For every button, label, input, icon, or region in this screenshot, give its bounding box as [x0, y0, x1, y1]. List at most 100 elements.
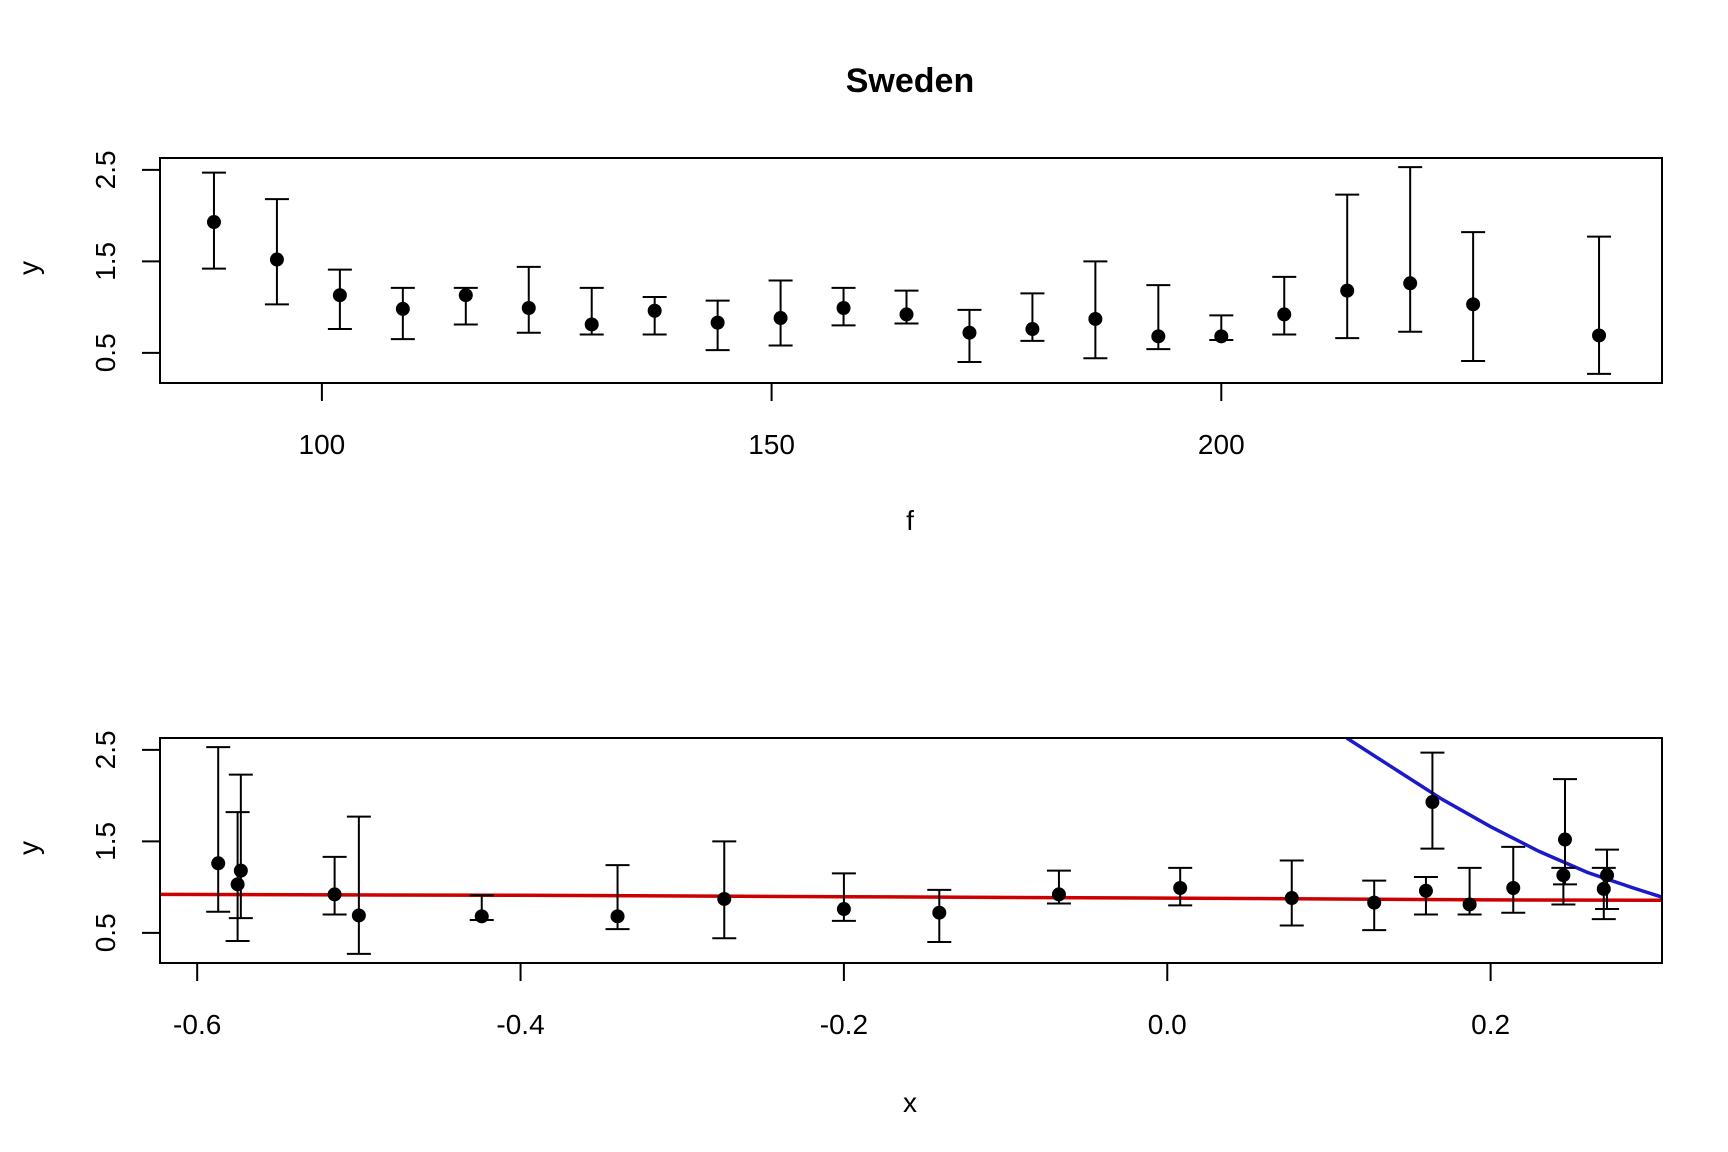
data-point: [1020, 292, 1045, 342]
y-axis-ticks: 0.5 1.5 2.5: [90, 150, 161, 372]
y-tick-label: 2.5: [90, 150, 121, 189]
data-point: [1501, 845, 1526, 914]
data-point: [516, 265, 541, 334]
data-point: [206, 746, 231, 913]
data-point: [642, 296, 667, 336]
data-point: [705, 299, 730, 352]
data-point: [831, 286, 856, 327]
data-point: [264, 198, 289, 306]
point-marker: [1596, 881, 1611, 896]
data-point: [1413, 876, 1438, 916]
point-marker: [1592, 328, 1607, 343]
data-point: [927, 888, 952, 943]
y-tick-label: 1.5: [90, 242, 121, 281]
point-marker: [521, 301, 536, 315]
point-marker: [1425, 795, 1440, 810]
data-point: [768, 279, 793, 347]
bottom-panel: x y -0.6 -0.4 -0.2 0.0 0.2 0.5 1.5 2.5: [13, 730, 1663, 1118]
point-marker: [836, 902, 851, 917]
point-marker: [458, 288, 473, 303]
point-marker: [1462, 897, 1477, 912]
y-axis-label: y: [13, 841, 44, 855]
point-marker: [233, 863, 248, 878]
plot-frame: [159, 157, 1663, 384]
data-point: [957, 308, 982, 363]
point-marker: [395, 301, 410, 316]
y-tick-label: 1.5: [90, 822, 121, 861]
data-point: [228, 773, 253, 920]
point-marker: [1025, 322, 1040, 337]
data-point: [1461, 231, 1486, 363]
data-point: [1595, 848, 1620, 911]
x-tick-label: 200: [1198, 429, 1245, 460]
data-point: [1587, 235, 1612, 375]
point-marker: [932, 905, 947, 920]
point-marker: [1506, 881, 1521, 895]
point-marker: [1088, 311, 1103, 326]
point-marker: [717, 891, 732, 906]
point-marker: [230, 877, 245, 892]
point-marker: [211, 856, 226, 871]
data-point: [1146, 284, 1171, 351]
data-point: [712, 840, 737, 940]
top-panel: Sweden f y 100 150 200 0.5 1.5 2.5: [13, 62, 1663, 536]
point-marker: [962, 325, 977, 340]
data-point: [1552, 778, 1577, 886]
point-marker: [351, 908, 366, 923]
plot-marks: [160, 738, 1662, 955]
plot-frame: [159, 737, 1663, 964]
x-tick-label: -0.2: [820, 1009, 868, 1040]
plot-area: [160, 738, 1662, 903]
data-point: [346, 815, 371, 955]
point-marker: [836, 301, 851, 315]
x-axis-label: x: [903, 1087, 917, 1118]
point-marker: [584, 317, 599, 332]
data-point: [390, 286, 415, 341]
point-marker: [610, 909, 625, 924]
data-point: [453, 286, 478, 326]
data-point: [201, 171, 226, 270]
point-marker: [1284, 891, 1299, 906]
point-marker: [1051, 887, 1066, 902]
data-point: [469, 894, 494, 924]
x-axis-ticks: 100 150 200: [299, 382, 1245, 460]
point-marker: [773, 311, 788, 326]
x-tick-label: -0.4: [496, 1009, 544, 1040]
x-tick-label: 150: [748, 429, 795, 460]
point-marker: [332, 288, 347, 303]
x-axis-label: f: [906, 505, 914, 536]
data-point: [1168, 866, 1193, 907]
series-line: [160, 892, 1662, 903]
data-point: [1209, 314, 1234, 344]
x-tick-label: 0.0: [1148, 1009, 1187, 1040]
point-marker: [1277, 307, 1292, 322]
plot-marks: [201, 166, 1612, 375]
point-marker: [1214, 329, 1229, 344]
point-marker: [1600, 868, 1615, 883]
data-point: [1457, 866, 1482, 916]
point-marker: [474, 909, 489, 924]
point-marker: [327, 887, 342, 902]
point-marker: [1418, 883, 1433, 898]
point-marker: [1403, 276, 1418, 291]
data-point: [1272, 275, 1297, 336]
y-axis-ticks: 0.5 1.5 2.5: [90, 730, 161, 952]
point-marker: [1466, 297, 1481, 312]
data-point: [831, 872, 856, 922]
x-tick-label: -0.6: [173, 1009, 221, 1040]
point-marker: [1367, 895, 1382, 910]
x-tick-label: 100: [299, 429, 346, 460]
data-point: [1083, 260, 1108, 360]
point-marker: [1340, 283, 1355, 298]
series-line: [1345, 738, 1662, 899]
point-marker: [1173, 881, 1188, 895]
point-marker: [269, 252, 284, 267]
y-tick-label: 0.5: [90, 913, 121, 952]
y-tick-label: 2.5: [90, 730, 121, 769]
x-tick-label: 0.2: [1471, 1009, 1510, 1040]
data-point: [894, 289, 919, 325]
data-point: [1362, 879, 1387, 932]
data-point: [322, 855, 347, 916]
data-point: [579, 286, 604, 336]
